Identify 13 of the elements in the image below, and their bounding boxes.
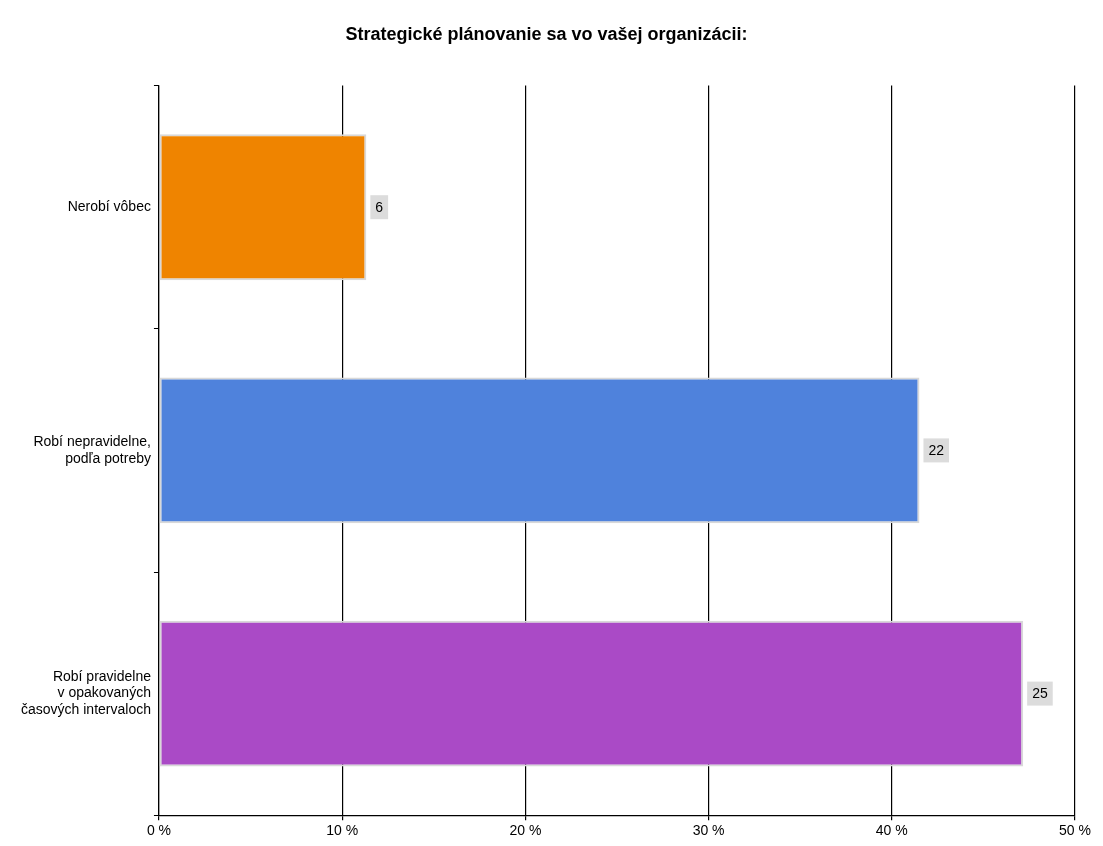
x-tick-label: 10 % [326, 822, 359, 839]
x-tick-label: 0 % [146, 822, 172, 839]
annotation: 22 [928, 442, 945, 459]
y-tick-label: Robí nepravidelne, podľa potreby [33, 432, 151, 466]
chart-title: Strategické plánovanie sa vo vašej organizácii: [345, 23, 748, 44]
x-tick-label: 20 % [509, 822, 542, 839]
x-tick-label: 40 % [875, 822, 908, 839]
x-tick-label: 30 % [692, 822, 725, 839]
annotation: 25 [1032, 685, 1048, 702]
x-tick-label: 50 % [1059, 822, 1091, 839]
y-tick-label: Nerobí vôbec [67, 198, 151, 215]
y-tick-label: Robí pravidelne v opakovaných časových intervaloch [21, 667, 152, 718]
annotation: 6 [375, 199, 384, 216]
